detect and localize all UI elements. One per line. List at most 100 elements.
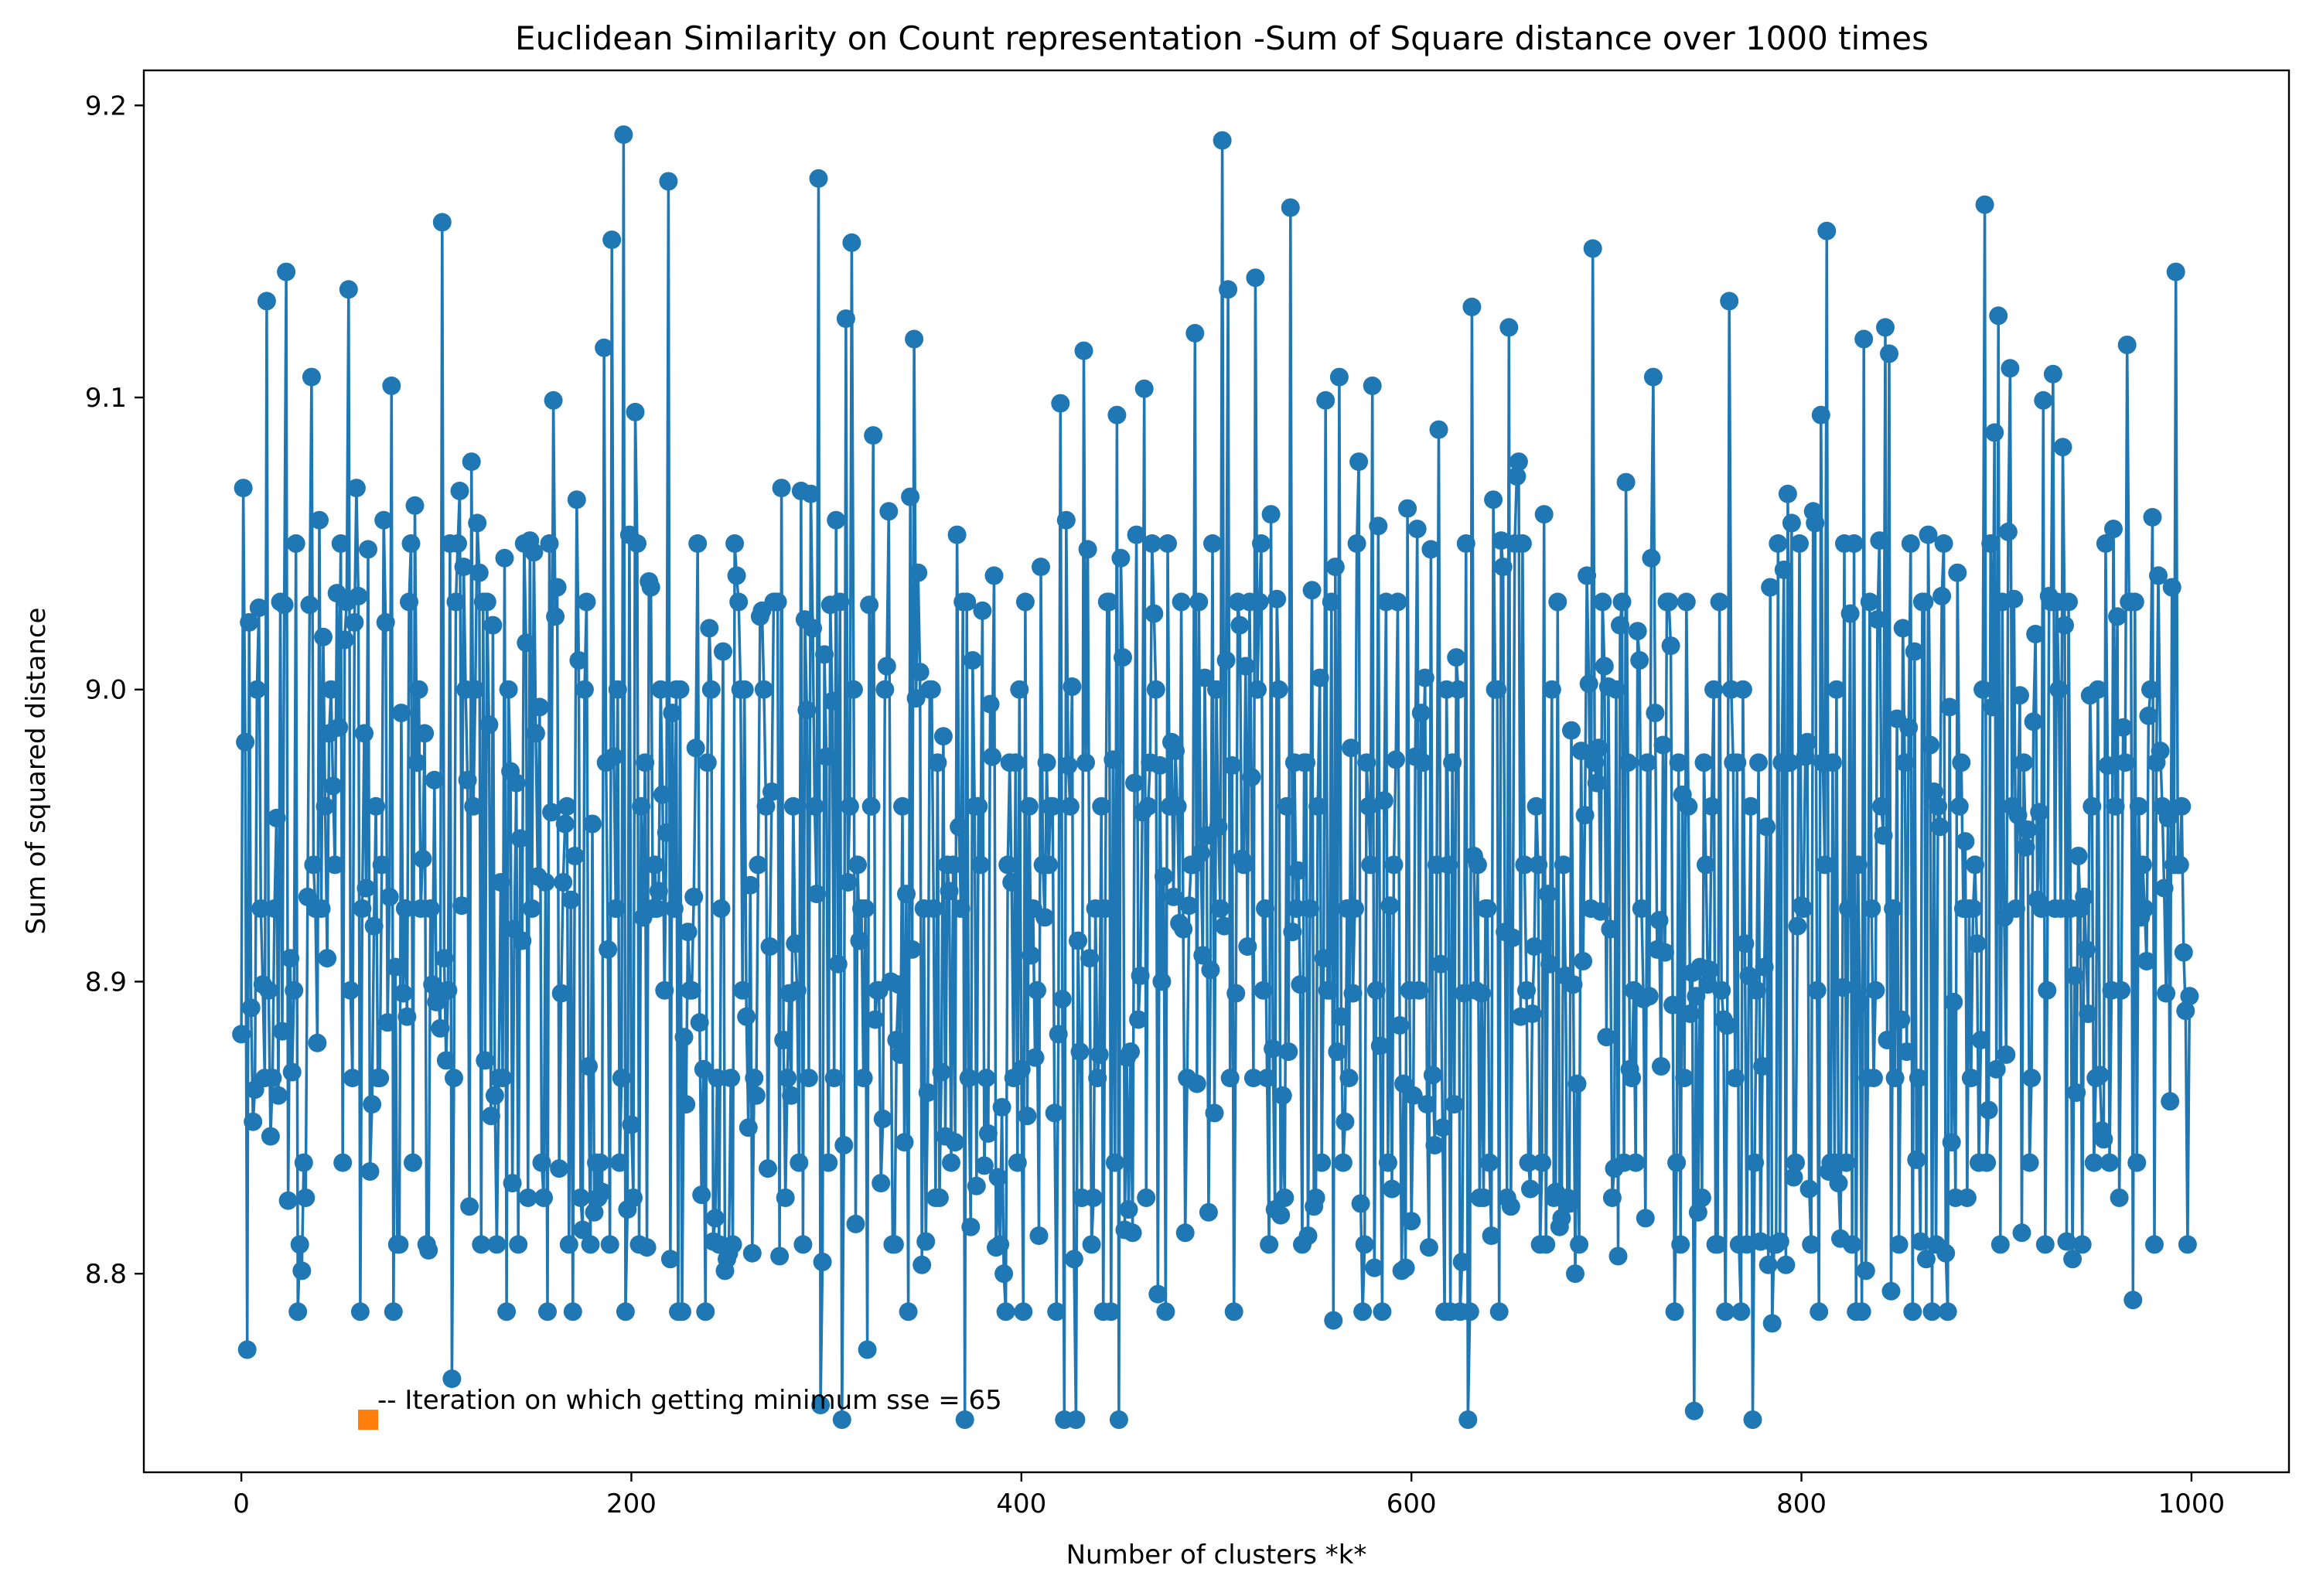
data-point: [1566, 1264, 1584, 1284]
data-point: [294, 1153, 313, 1172]
data-point: [1349, 452, 1369, 472]
data-point: [2031, 899, 2051, 918]
data-point: [333, 1153, 353, 1172]
data-point: [955, 1410, 974, 1429]
data-point: [1794, 899, 1813, 918]
data-point: [698, 753, 717, 772]
data-point: [606, 899, 626, 918]
data-point: [797, 701, 817, 720]
data-point: [1663, 995, 1683, 1015]
data-point: [372, 855, 391, 875]
data-point: [1047, 1302, 1066, 1321]
data-point: [865, 1010, 885, 1029]
data-point: [2166, 262, 2185, 281]
data-point: [1107, 405, 1127, 425]
data-point: [1823, 753, 1842, 772]
data-point: [2038, 980, 2057, 1000]
data-point: [2055, 616, 2074, 635]
data-point: [799, 1069, 818, 1088]
data-point: [714, 642, 732, 661]
data-point: [1195, 668, 1214, 687]
data-point: [542, 803, 561, 822]
data-point: [1966, 855, 1984, 875]
x-tick-label: 1000: [2158, 1489, 2226, 1519]
data-point: [2104, 520, 2123, 538]
data-point: [905, 329, 924, 349]
data-point: [604, 747, 623, 766]
data-point: [754, 680, 773, 699]
data-point: [739, 1118, 758, 1137]
data-point: [943, 855, 963, 875]
data-point: [1963, 899, 1983, 918]
data-point: [343, 1069, 362, 1088]
data-point: [460, 1197, 479, 1216]
data-point: [1840, 604, 1860, 623]
data-point: [858, 1340, 877, 1359]
data-point: [1205, 1103, 1224, 1123]
data-point: [583, 814, 602, 834]
data-point: [1901, 534, 1920, 553]
data-point: [1150, 755, 1169, 775]
data-point: [477, 592, 496, 612]
data-point: [1697, 855, 1715, 875]
data-point: [828, 954, 848, 974]
data-point: [742, 1243, 762, 1263]
data-point: [1704, 680, 1724, 699]
data-point: [1669, 753, 1688, 772]
data-point: [585, 1202, 604, 1222]
data-point: [2151, 742, 2170, 761]
data-point: [1456, 534, 1475, 553]
data-point: [1482, 1226, 1501, 1246]
data-point: [450, 481, 469, 500]
data-point: [660, 1250, 680, 1269]
data-point: [1810, 1302, 1829, 1321]
data-point: [1417, 1095, 1437, 1114]
data-point: [1956, 832, 1975, 851]
data-point: [1056, 510, 1076, 530]
data-point: [1137, 1188, 1156, 1207]
data-point: [2094, 1130, 2113, 1149]
data-point: [653, 785, 672, 804]
data-point: [622, 1115, 641, 1134]
data-point: [391, 704, 411, 722]
data-point: [1578, 566, 1597, 585]
data-point: [526, 724, 545, 743]
x-tick-label: 800: [1776, 1489, 1827, 1519]
data-point: [1248, 680, 1267, 699]
data-point: [1868, 610, 1887, 629]
data-point: [1802, 1235, 1821, 1254]
data-point: [282, 1062, 302, 1082]
data-point: [856, 899, 875, 918]
data-point: [793, 1235, 813, 1254]
data-point: [1045, 1103, 1064, 1123]
data-point: [579, 1057, 598, 1076]
data-point: [1815, 855, 1834, 875]
data-point: [973, 601, 992, 620]
data-point: [655, 980, 674, 1000]
data-point: [400, 592, 418, 612]
data-point: [1291, 975, 1310, 994]
data-point: [1848, 855, 1868, 875]
data-point: [1985, 423, 2004, 442]
data-point: [686, 738, 705, 758]
data-point: [1419, 1238, 1438, 1257]
data-point: [2108, 607, 2127, 626]
data-point: [1612, 592, 1632, 612]
data-point: [1661, 636, 1680, 656]
data-point: [1314, 949, 1333, 968]
data-point: [446, 592, 466, 612]
data-point: [2172, 796, 2192, 816]
data-point: [1534, 505, 1554, 524]
x-tick-label: 0: [233, 1489, 250, 1519]
data-point: [339, 280, 358, 299]
data-point: [436, 1051, 455, 1070]
data-point: [1423, 1066, 1442, 1085]
data-point: [397, 1007, 417, 1026]
y-tick-label: 8.8: [85, 1259, 127, 1290]
data-point: [902, 940, 922, 959]
data-point: [1870, 531, 1889, 551]
data-point: [1501, 1197, 1520, 1216]
data-point: [2067, 1083, 2086, 1102]
data-point: [1109, 1410, 1128, 1429]
data-point: [1022, 946, 1041, 965]
